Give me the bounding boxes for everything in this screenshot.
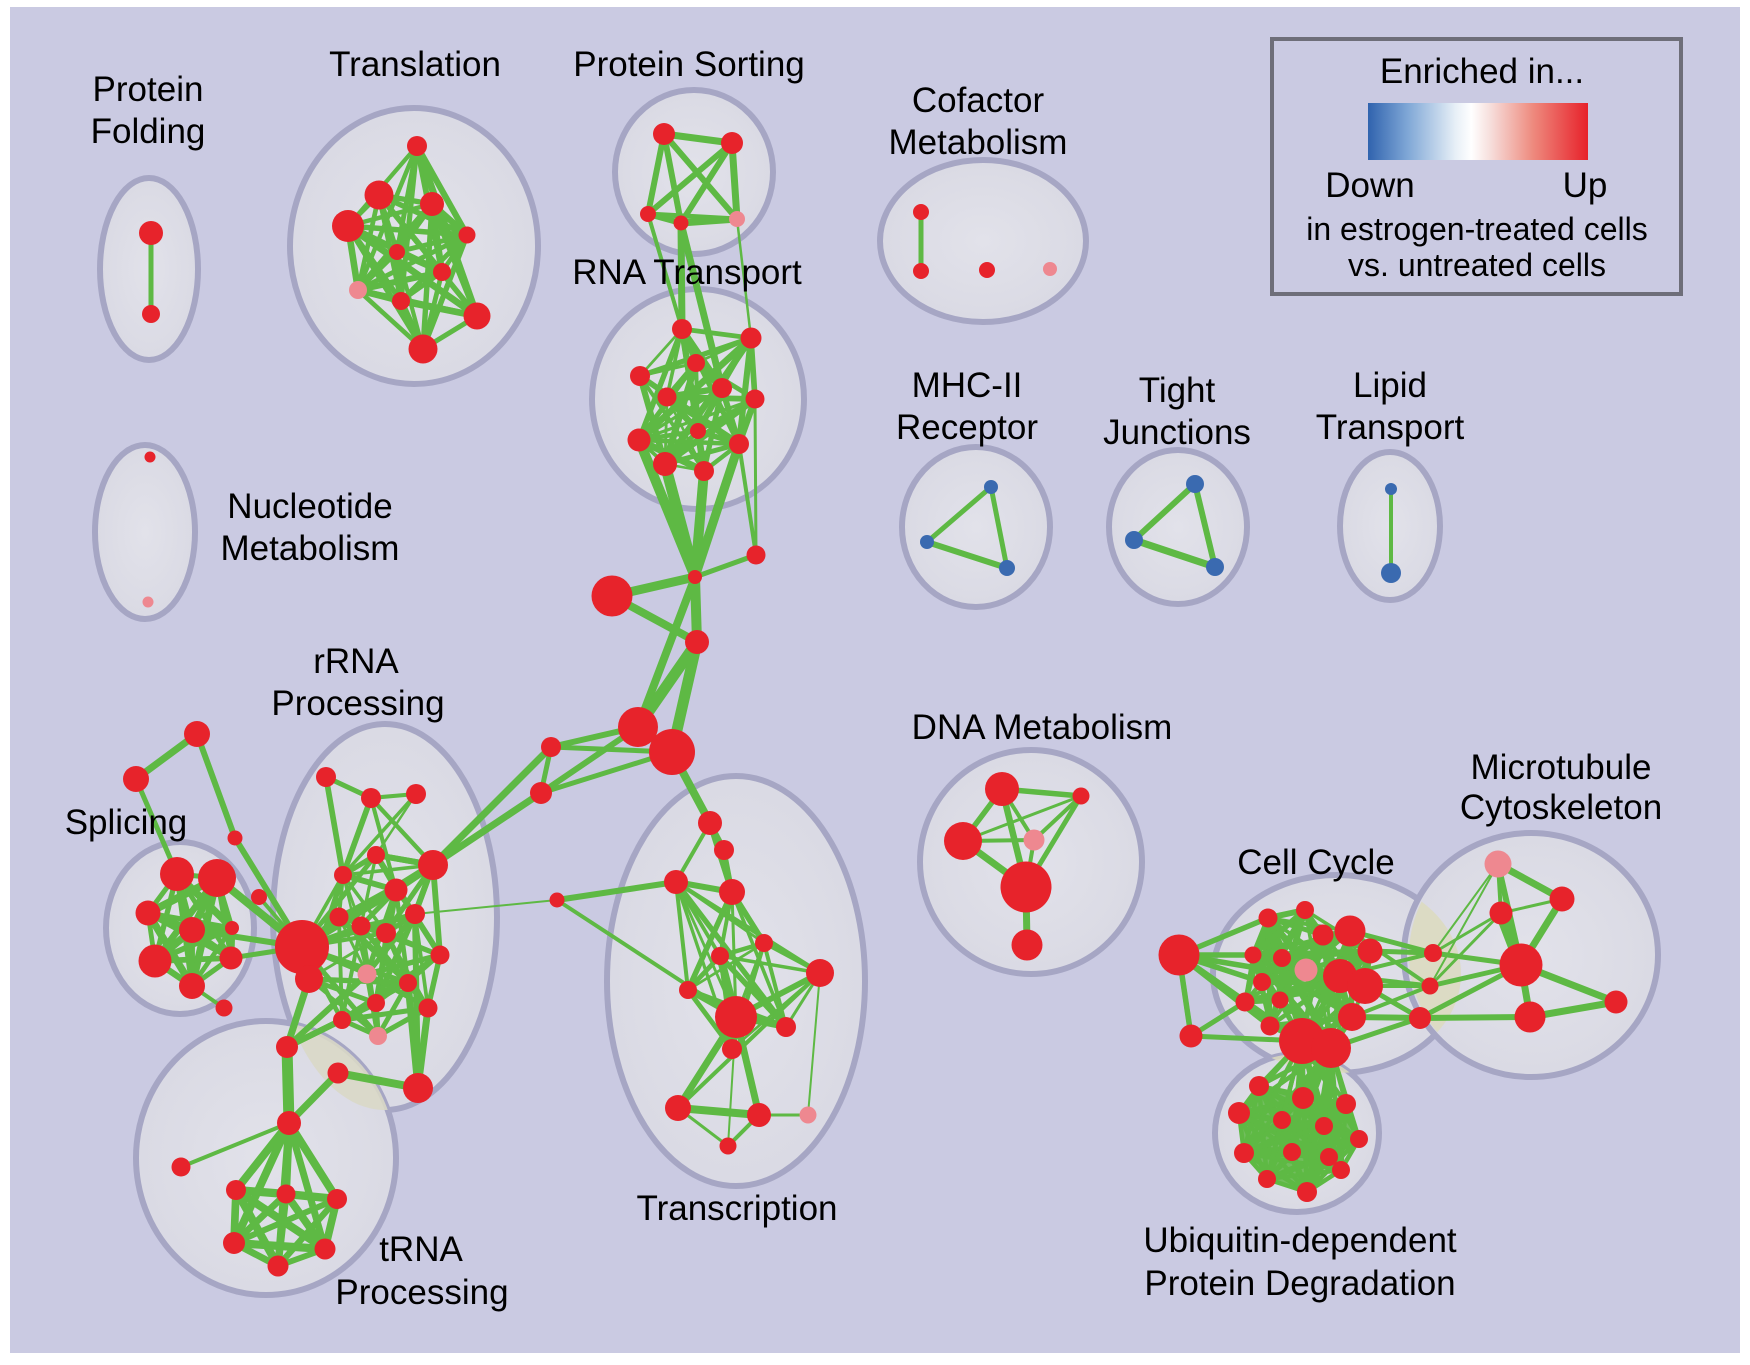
svg-text:Cytoskeleton: Cytoskeleton	[1460, 788, 1662, 827]
svg-text:Cofactor: Cofactor	[912, 81, 1045, 120]
svg-text:Receptor: Receptor	[896, 408, 1038, 447]
svg-text:Protein: Protein	[93, 70, 204, 109]
svg-text:Transcription: Transcription	[637, 1189, 838, 1228]
svg-text:Protein Degradation: Protein Degradation	[1144, 1264, 1455, 1303]
svg-text:vs. untreated cells: vs. untreated cells	[1348, 247, 1606, 283]
svg-text:tRNA: tRNA	[379, 1230, 463, 1269]
svg-text:Cell Cycle: Cell Cycle	[1237, 843, 1395, 882]
svg-text:Microtubule: Microtubule	[1471, 748, 1652, 787]
svg-text:Translation: Translation	[329, 45, 501, 84]
svg-text:Down: Down	[1325, 166, 1414, 205]
svg-text:Processing: Processing	[271, 684, 444, 723]
svg-text:Processing: Processing	[335, 1273, 508, 1312]
svg-text:Nucleotide: Nucleotide	[227, 487, 392, 526]
svg-text:RNA Transport: RNA Transport	[572, 253, 802, 292]
svg-text:Splicing: Splicing	[65, 803, 188, 842]
svg-text:Folding: Folding	[91, 112, 206, 151]
svg-text:Protein Sorting: Protein Sorting	[573, 45, 805, 84]
svg-text:Up: Up	[1563, 166, 1608, 205]
svg-text:Metabolism: Metabolism	[889, 123, 1068, 162]
svg-text:Ubiquitin-dependent: Ubiquitin-dependent	[1143, 1221, 1457, 1260]
svg-text:Enriched in...: Enriched in...	[1380, 52, 1584, 91]
svg-text:Metabolism: Metabolism	[221, 529, 400, 568]
svg-text:Tight: Tight	[1139, 371, 1216, 410]
svg-text:DNA Metabolism: DNA Metabolism	[912, 708, 1173, 747]
svg-text:rRNA: rRNA	[313, 642, 399, 681]
svg-text:Junctions: Junctions	[1103, 413, 1251, 452]
svg-text:Lipid: Lipid	[1353, 366, 1427, 405]
svg-text:Transport: Transport	[1316, 408, 1465, 447]
svg-text:in estrogen-treated cells: in estrogen-treated cells	[1306, 211, 1648, 247]
svg-text:MHC-II: MHC-II	[912, 366, 1023, 405]
